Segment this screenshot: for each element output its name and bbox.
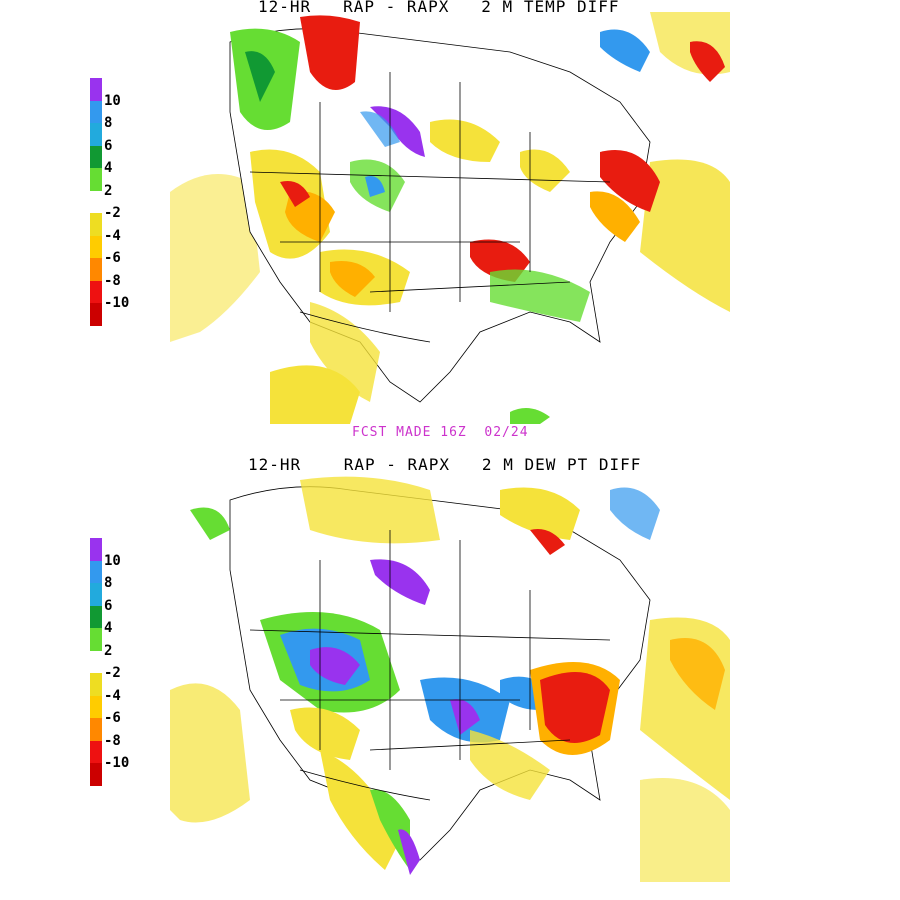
legend-label: -4 [104,688,121,704]
legend-label: 4 [104,620,113,636]
legend-label: 4 [104,160,113,176]
legend-label: 8 [104,575,113,591]
legend-label: -8 [104,733,121,749]
top-temp-diff-map [170,12,730,424]
legend-label: 8 [104,115,113,131]
legend-label: -8 [104,273,121,289]
legend-label: -6 [104,710,121,726]
legend-label: 6 [104,598,113,614]
legend-label: 10 [104,93,121,109]
legend-label: 2 [104,183,113,199]
legend-label: 10 [104,553,121,569]
legend-label: -10 [104,755,130,771]
legend-label: 6 [104,138,113,154]
legend-label: -10 [104,295,130,311]
legend-label: -4 [104,228,121,244]
legend-label: -2 [104,665,121,681]
bottom-legend-colorbar [90,538,102,786]
forecast-made-label: FCST MADE 16Z 02/24 [352,425,529,440]
bottom-panel-title: 12-HR RAP - RAPX 2 M DEW PT DIFF [248,455,642,474]
legend-label: -2 [104,205,121,221]
legend-label: 2 [104,643,113,659]
legend-label: -6 [104,250,121,266]
bottom-dewpoint-diff-map [170,470,730,882]
top-legend-colorbar [90,78,102,326]
